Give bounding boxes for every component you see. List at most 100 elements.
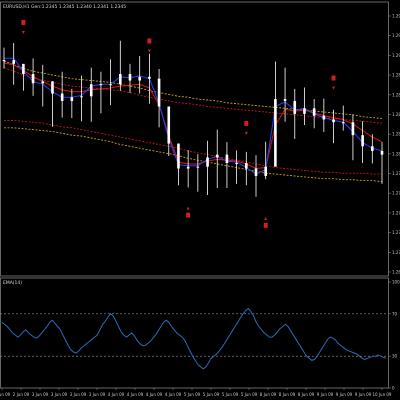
candle-body [89, 84, 93, 97]
candle-body [225, 154, 229, 163]
candle-body [138, 76, 141, 81]
symbol-header: EURUSD,H1 Gen:1.2345 1.2345 1.2340 1.234… [3, 4, 126, 10]
candle-body [41, 81, 45, 84]
signal-arrow-down [147, 49, 151, 53]
candle-body [99, 84, 103, 86]
band-upper-median [3, 67, 383, 124]
candle-body [148, 76, 151, 79]
price-tick-label: 1.2790 [392, 171, 400, 176]
time-tick-label: 4 Jun 09 [127, 392, 144, 397]
price-tick-label: 1.2810 [392, 151, 400, 156]
candle-body [206, 157, 209, 167]
candle-body [12, 60, 15, 64]
candle-body [2, 60, 6, 62]
candle-body [215, 154, 219, 158]
candle-body [303, 108, 306, 114]
envelope-bands [3, 57, 383, 182]
candle-body [167, 106, 171, 144]
main-border [0, 1, 389, 277]
time-tick-label: 8 Jun 09 [298, 392, 315, 397]
main-chart-price-axis: 1.2950 1.2930 1.2910 1.2890 1.2870 1.2850 1.28… [388, 14, 400, 275]
candle-body [361, 135, 364, 147]
candle-body [274, 99, 277, 167]
candle-body [351, 122, 355, 136]
candle-body [22, 63, 25, 75]
candle-body [235, 162, 238, 164]
candle-body [51, 81, 54, 94]
time-tick-label: 5 Jun 09 [241, 392, 258, 397]
band-median-band [3, 62, 383, 170]
time-tick-label: 5 Jun 09 [184, 392, 201, 397]
price-tick-label: 1.2710 [392, 250, 400, 255]
signal-box [244, 120, 249, 126]
time-tick-label: 10 Jun 09 [373, 392, 392, 397]
band-fast-ma [4, 57, 383, 175]
price-tick-label: 1.2890 [392, 73, 400, 78]
time-axis: 2 Jun 092 Jun 093 Jun 093 Jun 093 Jun 09… [0, 388, 392, 397]
time-tick-label: 9 Jun 09 [355, 392, 372, 397]
candle-body [128, 74, 132, 81]
candle-body [264, 166, 267, 176]
time-tick-label: 4 Jun 09 [165, 392, 182, 397]
indicator-tick-label: 0 [392, 386, 395, 391]
indicator-border [0, 277, 389, 389]
time-tick-label: 4 Jun 09 [146, 392, 163, 397]
time-tick-label: 3 Jun 09 [70, 392, 87, 397]
time-tick-label: 4 Jun 09 [108, 392, 125, 397]
price-tick-label: 1.2770 [392, 191, 400, 196]
price-tick-label: 1.2910 [392, 53, 400, 58]
indicator-axis: 100 70 30 0 [0, 280, 400, 391]
candle-body [109, 84, 112, 86]
band-lower-outer [4, 127, 383, 182]
price-tick-label: 1.2870 [392, 92, 400, 97]
candle-body [245, 162, 248, 169]
signal-arrow-down [332, 86, 336, 90]
candle-body [177, 143, 180, 169]
candle-body [80, 96, 83, 98]
time-tick-label: 8 Jun 09 [260, 392, 277, 397]
candle-body [283, 99, 287, 101]
price-tick-label: 1.2850 [392, 112, 400, 117]
time-tick-label: 3 Jun 09 [51, 392, 68, 397]
signal-arrow-up [264, 216, 268, 220]
price-tick-label: 1.2950 [392, 14, 400, 19]
price-tick-label: 1.2750 [392, 210, 400, 215]
time-tick-label: 3 Jun 09 [89, 392, 106, 397]
candle-body [157, 78, 161, 107]
indicator-tick-label: 70 [392, 311, 398, 316]
signal-arrow-down [244, 131, 248, 135]
time-tick-label: 8 Jun 09 [279, 392, 296, 397]
main-chart-frame [0, 1, 389, 277]
signal-arrow-up [186, 206, 190, 210]
time-tick-label: 9 Jun 09 [336, 392, 353, 397]
time-tick-label: 2 Jun 09 [13, 392, 30, 397]
time-tick-label: 3 Jun 09 [32, 392, 49, 397]
indicator-line [1, 307, 387, 370]
candle-body [119, 74, 122, 85]
candle-body [332, 119, 335, 123]
candle-body [341, 122, 345, 124]
candle-body [293, 100, 297, 114]
candle-body [70, 97, 74, 101]
price-tick-label: 1.2830 [392, 132, 400, 137]
time-tick-label: 2 Jun 09 [0, 392, 11, 397]
candle-body [186, 166, 190, 169]
indicator-header: EMA(14) [3, 280, 22, 286]
candle-body [312, 108, 316, 116]
band-lower-median [4, 119, 382, 175]
candle-body [322, 115, 326, 120]
candle-body [31, 74, 35, 84]
indicator-series [1, 307, 387, 370]
time-tick-label: 5 Jun 09 [222, 392, 239, 397]
candle-body [60, 93, 64, 101]
signal-box [21, 19, 26, 25]
indicator-tick-label: 30 [392, 354, 398, 359]
candle-body [254, 168, 258, 176]
signal-box [331, 75, 336, 81]
candle-body [196, 166, 200, 168]
signal-box [147, 38, 152, 44]
band-upper-outer [3, 60, 383, 119]
price-tick-label: 1.2930 [392, 33, 400, 38]
indicator-frame [0, 277, 389, 389]
